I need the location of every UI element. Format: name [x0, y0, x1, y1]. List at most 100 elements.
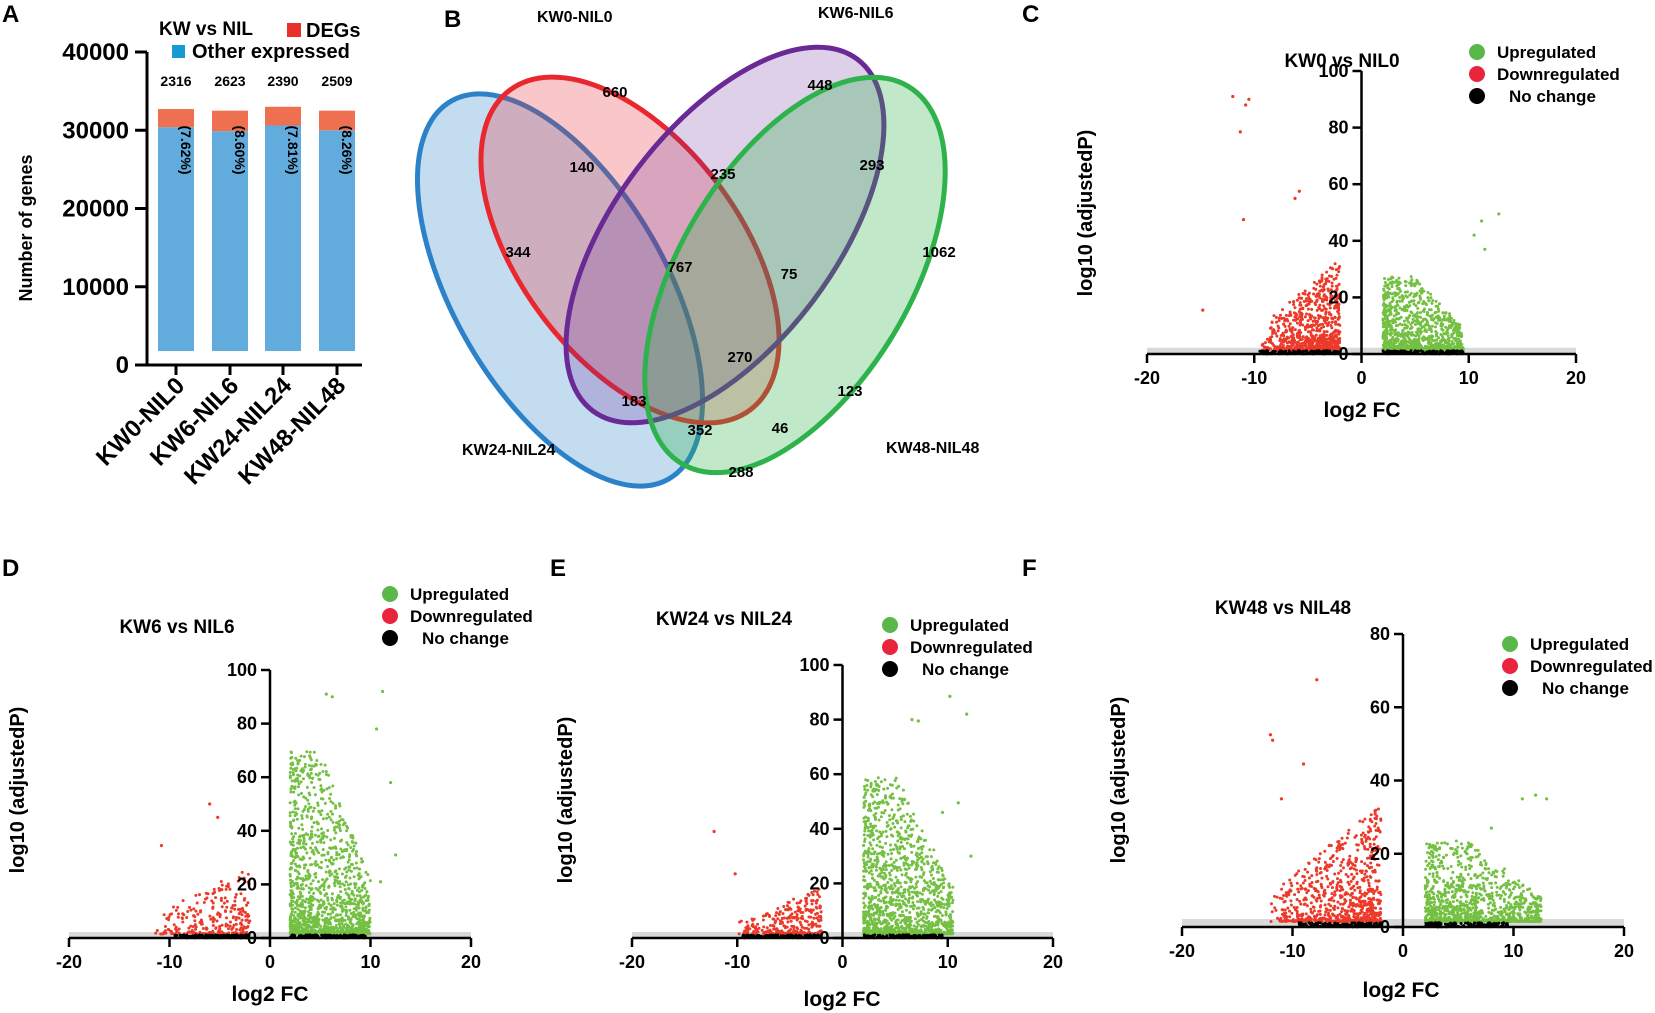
- upregulated-point: [1405, 309, 1409, 313]
- downregulated-point: [1277, 316, 1281, 320]
- upregulated-point: [350, 862, 354, 866]
- upregulated-point: [1398, 316, 1402, 320]
- upregulated-point: [307, 876, 311, 880]
- upregulated-point: [289, 915, 293, 919]
- no-change-point: [1455, 349, 1459, 353]
- upregulated-point: [293, 807, 297, 811]
- upregulated-point: [928, 870, 932, 874]
- upregulated-point: [299, 791, 303, 795]
- downregulated-point: [242, 926, 246, 930]
- downregulated-point: [212, 891, 216, 895]
- upregulated-point: [1384, 330, 1388, 334]
- upregulated-point: [294, 921, 298, 925]
- no-change-point: [227, 933, 231, 937]
- upregulated-point: [316, 913, 320, 917]
- upregulated-point: [314, 875, 318, 879]
- upregulated-point: [306, 772, 310, 776]
- upregulated-point: [919, 900, 923, 904]
- bar-y-tick-label: 20000: [62, 196, 129, 223]
- downregulated-point: [1333, 339, 1337, 343]
- downregulated-point: [1300, 312, 1304, 316]
- downregulated-point: [1313, 336, 1317, 340]
- downregulated-point: [1315, 298, 1319, 302]
- downregulated-point: [218, 927, 222, 931]
- upregulated-point: [319, 840, 323, 844]
- upregulated-point: [1396, 323, 1400, 327]
- upregulated-point: [1425, 313, 1429, 317]
- upregulated-point: [902, 863, 906, 867]
- downregulated-point: [774, 914, 778, 918]
- upregulated-point: [1407, 338, 1411, 342]
- upregulated-point: [299, 901, 303, 905]
- bar-y-tick-label: 40000: [62, 39, 129, 66]
- upregulated-point: [1416, 306, 1420, 310]
- downregulated-point: [220, 905, 224, 909]
- upregulated-point: [349, 911, 353, 915]
- upregulated-point: [293, 910, 297, 914]
- upregulated-point: [317, 880, 321, 884]
- upregulated-point: [389, 780, 393, 785]
- upregulated-point: [899, 818, 903, 822]
- upregulated-point: [1424, 303, 1428, 307]
- upregulated-point: [872, 838, 876, 842]
- downregulated-point: [1297, 329, 1301, 333]
- upregulated-point: [365, 890, 369, 894]
- upregulated-point: [1405, 326, 1409, 330]
- upregulated-point: [1405, 303, 1409, 307]
- upregulated-point: [907, 893, 911, 897]
- upregulated-point: [874, 868, 878, 872]
- upregulated-point: [1436, 343, 1440, 347]
- upregulated-point: [1397, 342, 1401, 346]
- downregulated-point: [792, 897, 796, 901]
- no-change-point: [232, 933, 236, 937]
- volcano-title: KW6 vs NIL6: [119, 617, 234, 638]
- upregulated-point: [1472, 233, 1476, 237]
- volcano-y-tick-label: 80: [237, 714, 257, 734]
- upregulated-point: [1382, 287, 1386, 291]
- bar-other-expressed: [158, 127, 194, 351]
- upregulated-point: [355, 894, 359, 898]
- upregulated-point: [366, 923, 370, 927]
- upregulated-point: [1405, 343, 1409, 347]
- downregulated-point: [1297, 293, 1301, 297]
- downregulated-point: [198, 893, 202, 897]
- upregulated-point: [357, 906, 361, 910]
- upregulated-point: [1381, 317, 1385, 321]
- downregulated-point: [1337, 282, 1341, 286]
- upregulated-point: [312, 897, 316, 901]
- downregulated-point: [1285, 317, 1289, 321]
- upregulated-point: [1399, 344, 1403, 348]
- upregulated-point: [922, 839, 926, 843]
- upregulated-point: [312, 806, 316, 810]
- downregulated-point: [1292, 303, 1296, 307]
- upregulated-point: [338, 814, 342, 818]
- upregulated-point: [315, 759, 319, 763]
- bar-percent-label: (8.60%): [232, 125, 248, 174]
- downregulated-point: [1303, 327, 1307, 331]
- upregulated-point: [315, 916, 319, 920]
- venn-region-count: 183: [621, 393, 646, 410]
- upregulated-point: [341, 818, 345, 822]
- upregulated-point: [298, 839, 302, 843]
- upregulated-point: [324, 926, 328, 930]
- upregulated-point: [1406, 330, 1410, 334]
- downregulated-point: [247, 914, 251, 918]
- upregulated-point: [313, 833, 317, 837]
- upregulated-point: [925, 860, 929, 864]
- upregulated-point: [337, 802, 341, 806]
- upregulated-point: [1414, 334, 1418, 338]
- upregulated-point: [326, 896, 330, 900]
- downregulated-point: [196, 912, 200, 916]
- downregulated-point: [245, 918, 249, 922]
- downregulated-point: [1306, 293, 1310, 297]
- bar-degs: [158, 109, 194, 128]
- downregulated-point: [1276, 324, 1280, 328]
- upregulated-point: [362, 921, 366, 925]
- downregulated-point: [1290, 335, 1294, 339]
- volcano-x-tick-label: -10: [156, 952, 182, 972]
- downregulated-point: [238, 907, 242, 911]
- downregulated-point: [186, 910, 190, 914]
- upregulated-point: [1390, 319, 1394, 323]
- upregulated-point: [1419, 327, 1423, 331]
- downregulated-point: [810, 925, 814, 929]
